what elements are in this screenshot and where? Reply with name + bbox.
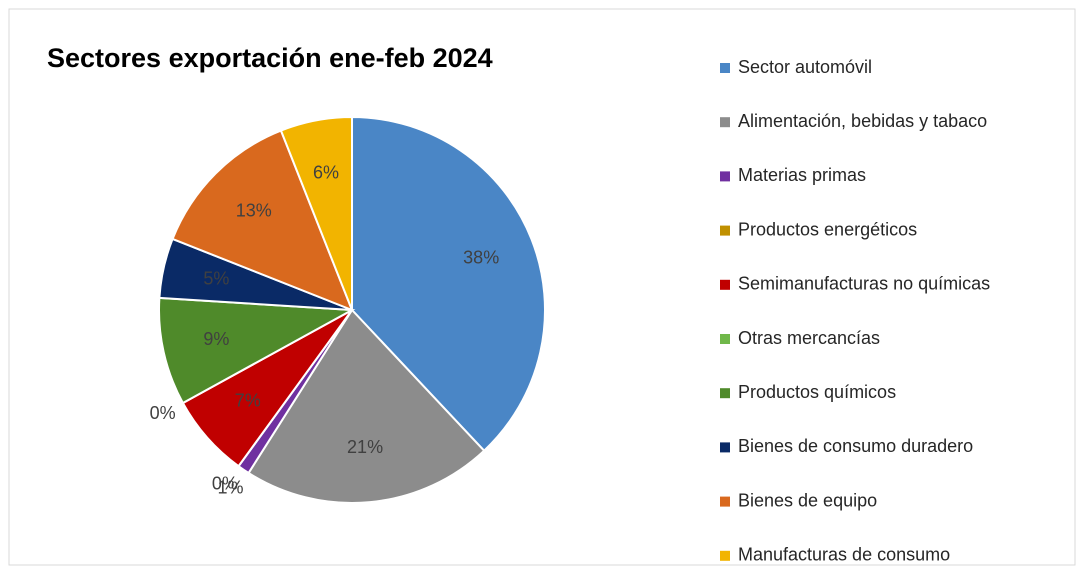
pie-slice: [247, 308, 486, 504]
data-label: 0%: [150, 403, 176, 423]
pie-slice: [171, 129, 354, 312]
legend-swatch: [720, 496, 730, 507]
legend-label: Sector automóvil: [738, 57, 872, 77]
data-label: 6%: [313, 162, 339, 182]
legend-swatch: [720, 550, 730, 561]
data-label: 1%: [217, 478, 243, 498]
legend-swatch: [720, 442, 730, 453]
legend-label: Bienes de equipo: [738, 490, 877, 510]
data-label: 38%: [463, 248, 499, 268]
legend-label: Bienes de consumo duradero: [738, 436, 973, 456]
pie-slice: [158, 296, 356, 405]
legend-swatch: [720, 117, 730, 128]
data-label: 5%: [203, 268, 229, 288]
legend-label: Alimentación, bebidas y tabaco: [738, 111, 987, 131]
legend-swatch: [720, 388, 730, 399]
legend-label: Otras mercancías: [738, 328, 880, 348]
data-label: 9%: [203, 329, 229, 349]
legend-swatch: [720, 225, 730, 236]
legend-label: Materias primas: [738, 165, 866, 185]
legend-swatch: [720, 63, 730, 73]
legend-swatch: [720, 279, 730, 290]
legend-label: Productos energéticos: [738, 219, 917, 239]
legend-label: Semimanufacturas no químicas: [738, 274, 990, 294]
pie-slice: [351, 115, 546, 453]
data-label: 21%: [347, 437, 383, 457]
chart-title: Sectores exportación ene-feb 2024: [47, 43, 493, 73]
legend-label: Manufacturas de consumo: [738, 545, 950, 565]
legend-swatch: [720, 171, 730, 182]
legend-swatch: [720, 334, 730, 344]
data-label: 7%: [235, 391, 261, 411]
pie-slice: [279, 115, 353, 311]
data-label: 13%: [236, 200, 272, 220]
data-label: 0%: [212, 474, 238, 494]
legend-label: Productos químicos: [738, 382, 896, 402]
